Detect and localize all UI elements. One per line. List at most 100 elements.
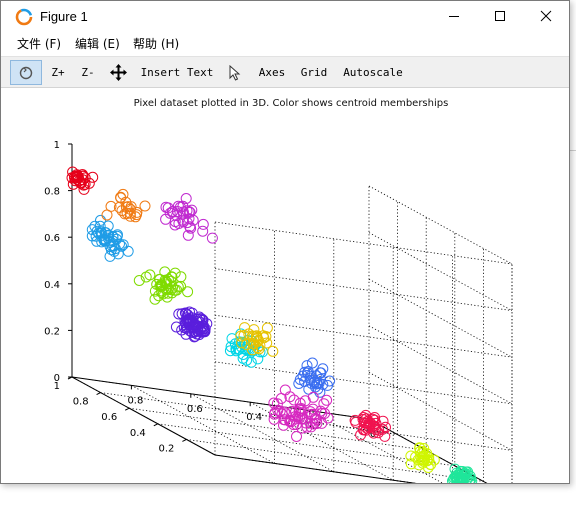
grid-line — [129, 407, 427, 451]
axes-button[interactable]: Axes — [258, 66, 286, 79]
grid-line — [190, 393, 334, 473]
x-tick-label: 0 — [370, 429, 376, 440]
data-point — [412, 454, 424, 466]
figure-toolbar: Z+ Z- Insert Text Axes Grid Autoscale — [1, 56, 569, 88]
data-point — [321, 394, 333, 406]
data-point — [268, 397, 280, 409]
data-point — [293, 403, 305, 415]
title-bar[interactable]: Figure 1 — [1, 1, 569, 32]
data-point — [290, 419, 302, 430]
data-point — [309, 376, 321, 388]
data-point — [115, 192, 127, 204]
grid-button[interactable]: Grid — [300, 66, 328, 79]
y-tick — [96, 392, 101, 396]
data-point — [176, 308, 188, 320]
data-point — [119, 208, 131, 220]
data-point — [317, 363, 329, 375]
data-point — [294, 412, 306, 424]
data-point — [369, 414, 381, 426]
data-point — [291, 431, 302, 442]
grid-line — [131, 385, 275, 464]
octave-app-icon — [15, 8, 33, 26]
data-point — [363, 417, 375, 429]
insert-text-button[interactable]: Insert Text — [140, 66, 214, 79]
y-tick-label: 1 — [54, 381, 60, 392]
data-point — [224, 345, 236, 357]
zoom-out-button[interactable]: Z- — [81, 66, 95, 79]
data-point — [236, 337, 248, 349]
y-tick — [182, 438, 187, 442]
autoscale-button[interactable]: Autoscale — [343, 66, 403, 79]
data-point — [423, 451, 435, 463]
data-point — [175, 280, 187, 292]
data-point — [184, 306, 195, 318]
figure-window: Figure 1 文件 (F) 编辑 (E) 帮助 (H) Z+ Z- — [0, 0, 570, 498]
data-point — [104, 241, 116, 252]
data-point — [197, 225, 209, 237]
data-point — [418, 443, 430, 454]
data-point — [160, 213, 172, 225]
data-point — [299, 395, 311, 407]
data-point — [197, 218, 209, 230]
data-point — [95, 227, 107, 239]
grid-line — [100, 392, 398, 435]
z-tick-label: 0.8 — [44, 187, 60, 198]
pan-button[interactable] — [105, 60, 131, 85]
data-point — [379, 430, 391, 442]
menu-file[interactable]: 文件 (F) — [17, 37, 62, 51]
close-icon — [540, 10, 552, 22]
close-button[interactable] — [523, 1, 569, 31]
data-point — [122, 245, 134, 257]
data-point — [305, 421, 317, 433]
data-point — [117, 239, 129, 251]
menu-help[interactable]: 帮助 (H) — [133, 37, 180, 51]
data-point — [189, 326, 200, 338]
data-point — [306, 408, 318, 420]
menu-edit[interactable]: 编辑 (E) — [75, 37, 120, 51]
maximize-icon — [495, 11, 505, 21]
z-tick-label: 0 — [54, 373, 60, 384]
data-point — [269, 408, 280, 420]
data-point — [247, 338, 259, 349]
pointer-icon — [229, 64, 241, 81]
data-point — [241, 354, 253, 366]
data-point — [261, 322, 273, 334]
plot-canvas[interactable]: Pixel dataset plotted in 3D. Color shows… — [9, 89, 569, 498]
grid-line — [214, 268, 513, 311]
rotate-button[interactable] — [10, 60, 42, 85]
minimize-button[interactable] — [431, 1, 477, 31]
data-point — [153, 273, 165, 285]
data-point — [182, 315, 193, 327]
plot-title: Pixel dataset plotted in 3D. Color shows… — [133, 98, 449, 109]
data-point — [294, 397, 306, 409]
data-point — [106, 240, 118, 252]
data-point — [177, 200, 189, 212]
data-point — [199, 325, 211, 337]
y-tick — [67, 376, 73, 380]
grid-line — [214, 221, 513, 265]
data-point — [311, 418, 323, 429]
data-point — [295, 405, 307, 416]
grid-line — [368, 232, 513, 311]
select-button[interactable] — [223, 60, 247, 85]
zoom-in-button[interactable]: Z+ — [51, 66, 65, 79]
data-point — [311, 378, 323, 390]
data-point — [67, 166, 79, 178]
data-point — [278, 414, 290, 426]
data-point — [322, 379, 333, 391]
data-point — [78, 179, 90, 191]
data-point — [280, 408, 292, 420]
y-tick-label: 0.6 — [101, 412, 117, 423]
data-point — [139, 200, 151, 212]
data-point — [167, 205, 179, 217]
data-point — [279, 384, 291, 396]
data-point — [271, 398, 283, 410]
data-point — [301, 360, 313, 372]
grid-line — [186, 439, 484, 482]
x-tick-label: 0.8 — [127, 395, 143, 406]
maximize-button[interactable] — [477, 1, 523, 31]
grid-line — [214, 361, 513, 405]
data-point — [171, 284, 183, 296]
data-point — [101, 209, 113, 221]
